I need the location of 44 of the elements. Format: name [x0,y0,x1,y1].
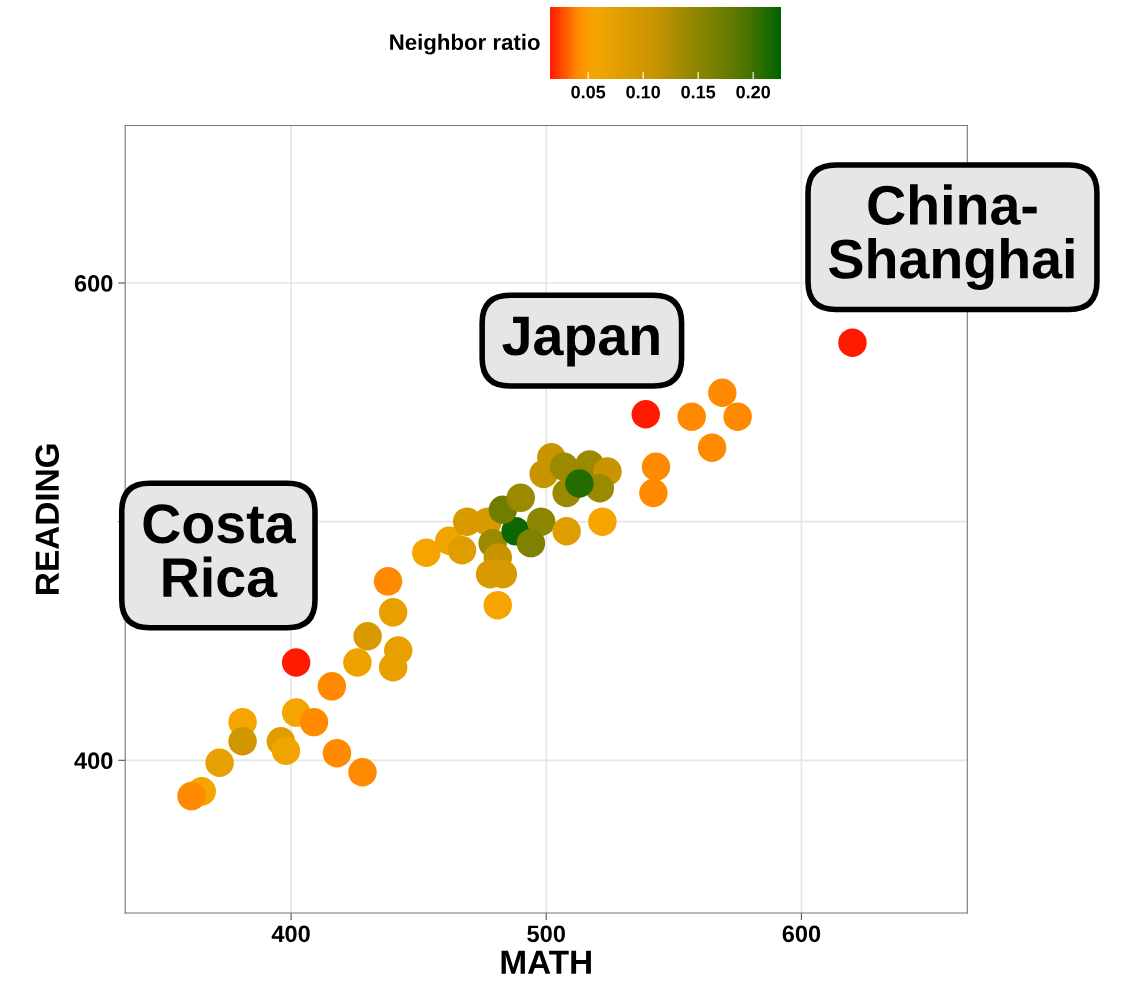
point [483,590,512,620]
point [697,433,727,462]
point [343,648,372,677]
color-bar-title: Neighbor ratio [390,33,540,55]
annotation: Costa Rica [143,504,296,598]
point [552,516,581,546]
annotation: China- Shanghai [829,184,1074,291]
point [641,452,671,481]
point [378,598,408,627]
point [205,748,234,777]
point [526,507,556,536]
point [353,621,382,651]
x-tick-label: 500 [527,925,565,943]
point [631,400,660,429]
color-bar-label: 0.20 [736,85,770,99]
x-tick-label: 600 [782,925,821,943]
point [228,726,257,756]
color-bar-label: 0.15 [681,85,716,99]
point [317,672,347,701]
point [565,469,594,498]
point [677,402,706,431]
point [378,653,408,682]
point [373,567,403,596]
point [723,402,752,431]
point [177,781,206,811]
point [506,483,535,513]
color-bar-label: 0.10 [626,85,660,99]
point [838,328,867,357]
point [412,538,441,567]
point [281,648,311,677]
y-axis-title: READING [35,444,60,594]
point [516,528,546,558]
point [299,707,329,737]
point [447,536,477,565]
point [708,378,737,408]
x-axis-title: MATH [501,950,591,974]
color-bar-label: 0.05 [571,85,606,99]
x-tick-label: 400 [271,925,310,943]
annotation: Japan [502,316,659,367]
point [348,758,377,787]
point [322,738,352,768]
point [588,507,617,536]
point [639,478,668,508]
point [271,736,301,765]
